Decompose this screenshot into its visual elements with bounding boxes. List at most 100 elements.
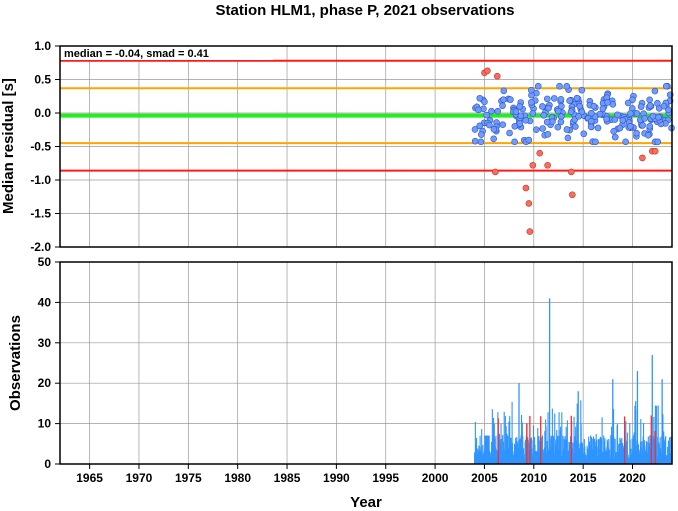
outlier-point — [522, 184, 530, 192]
data-point — [611, 133, 619, 141]
data-point — [644, 131, 652, 139]
data-point — [641, 115, 649, 122]
data-point — [539, 103, 546, 110]
data-point — [490, 126, 498, 133]
observation-bars — [474, 298, 673, 464]
x-tick-label: 1990 — [323, 471, 350, 485]
data-point — [651, 87, 659, 95]
data-point — [619, 116, 627, 124]
data-point — [633, 110, 641, 117]
y-tick-label: -0.5 — [30, 140, 51, 154]
data-point — [471, 137, 479, 145]
data-point — [516, 103, 524, 110]
data-point — [540, 112, 548, 119]
outlier-point — [536, 149, 544, 157]
outlier-point — [493, 72, 501, 80]
data-point — [563, 82, 571, 90]
data-point — [578, 108, 586, 116]
data-point — [500, 87, 508, 95]
outlier-point — [569, 191, 576, 199]
data-point — [534, 82, 542, 90]
y-tick-label: -1.5 — [30, 207, 51, 221]
y-tick-label: 0.0 — [34, 106, 51, 120]
data-point — [637, 103, 645, 110]
observations-y-axis-label: Observations — [7, 315, 24, 411]
data-point — [475, 106, 482, 114]
data-point — [481, 98, 488, 106]
residual-grid — [60, 45, 672, 248]
y-tick-label: 40 — [38, 295, 52, 309]
x-tick-label: 1985 — [274, 471, 301, 485]
x-tick-label: 1965 — [76, 471, 103, 485]
data-point — [527, 86, 535, 94]
data-point — [580, 130, 588, 138]
x-tick-label: 1995 — [372, 471, 399, 485]
data-point — [499, 121, 507, 128]
data-point — [500, 96, 507, 103]
data-point — [558, 113, 565, 120]
outlier-point — [484, 67, 491, 75]
data-point — [522, 116, 530, 124]
data-point — [624, 99, 632, 107]
data-point — [544, 131, 552, 138]
y-tick-label: 10 — [38, 417, 52, 431]
data-point — [646, 102, 654, 109]
data-point — [616, 124, 624, 132]
data-point — [516, 120, 524, 127]
data-point — [627, 110, 634, 117]
y-tick-label: 50 — [38, 255, 52, 269]
data-point — [486, 121, 493, 129]
observations-grid — [60, 261, 672, 465]
residual-y-axis-label: Median residual [s] — [0, 78, 17, 214]
data-point — [554, 107, 562, 115]
observations-y-ticks: 50 40 30 20 10 0 — [38, 255, 60, 471]
data-point — [550, 95, 558, 102]
data-point — [477, 138, 485, 146]
stats-annotation: median = -0.04, smad = 0.41 — [64, 48, 209, 60]
data-point — [476, 122, 484, 130]
x-axis-label: Year — [350, 494, 382, 511]
data-point — [478, 131, 485, 138]
y-tick-label: -2.0 — [30, 240, 51, 254]
outlier-point — [651, 147, 659, 155]
data-point — [543, 118, 551, 126]
x-tick-label: 2020 — [619, 471, 646, 485]
outlier-point — [639, 154, 646, 162]
x-tick-label: 2000 — [422, 471, 449, 485]
data-point — [604, 99, 611, 106]
data-point — [592, 138, 599, 146]
data-point — [563, 126, 571, 133]
data-point — [655, 113, 662, 121]
outlier-point — [568, 168, 575, 176]
data-point — [662, 82, 670, 90]
data-point — [588, 109, 595, 117]
annotation-box — [61, 47, 273, 60]
data-point — [566, 97, 573, 105]
data-point — [587, 123, 595, 131]
data-point — [517, 112, 525, 120]
data-point — [557, 96, 565, 103]
outlier-point — [529, 161, 537, 169]
data-point — [499, 102, 506, 110]
data-point — [646, 96, 653, 104]
data-point — [564, 134, 572, 142]
outlier-point — [544, 161, 551, 169]
data-point — [567, 108, 575, 116]
data-point — [507, 96, 514, 103]
data-point — [572, 123, 579, 130]
chart-title: Station HLM1, phase P, 2021 observations — [216, 2, 515, 19]
y-tick-label: -1.0 — [30, 173, 51, 187]
data-point — [529, 110, 537, 117]
data-point — [614, 111, 621, 119]
data-point — [599, 105, 607, 113]
outlier-point — [492, 168, 499, 176]
residual-panel: median = -0.04, smad = 0.41 1.0 0.5 0.0 -0.… — [0, 39, 675, 254]
data-point — [576, 102, 584, 110]
data-point — [506, 129, 513, 137]
data-point — [490, 135, 497, 143]
data-point — [626, 123, 634, 130]
data-point — [654, 99, 661, 107]
data-point — [556, 82, 563, 90]
data-point — [654, 138, 662, 146]
